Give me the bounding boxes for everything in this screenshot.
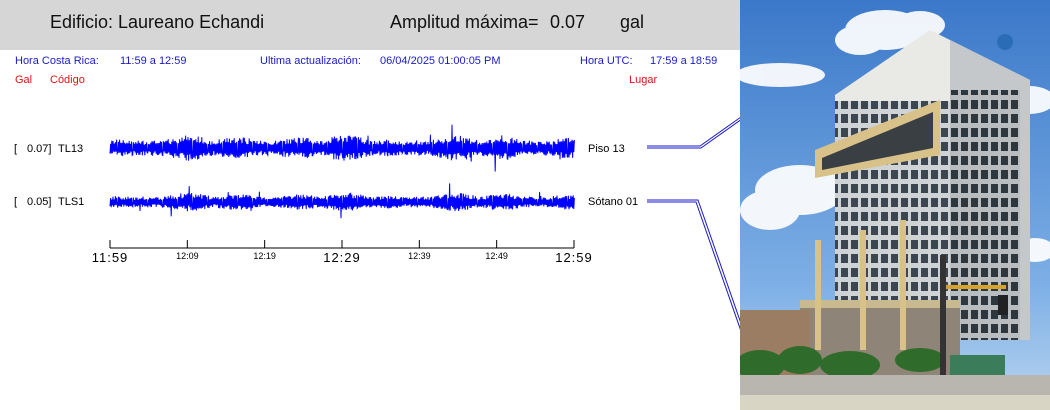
amplitude-value: 0.07 <box>550 12 586 32</box>
channel-1-place: Piso 13 <box>588 143 625 155</box>
seismic-trace-tls1 <box>109 183 575 219</box>
leader-line-piso-13-b <box>647 119 740 149</box>
channel-2-gal: 0.05] <box>27 196 52 208</box>
time-tick-label: 11:59 <box>91 250 129 265</box>
utc-time-label: Hora UTC: <box>580 55 633 67</box>
leader-line-sotano-01-b <box>647 201 740 330</box>
leader-line-sotano-01 <box>647 199 740 323</box>
cr-time-value: 11:59 a 12:59 <box>120 55 187 67</box>
time-tick-label: 12:59 <box>555 250 593 265</box>
channel-2-code: TLS1 <box>58 196 85 208</box>
seismic-trace-tl13 <box>109 124 575 172</box>
time-tick-label: 12:19 <box>253 251 276 261</box>
update-label: Ultima actualización: <box>260 55 361 67</box>
time-tick-label: 12:49 <box>485 251 508 261</box>
leader-line-piso-13 <box>647 117 740 147</box>
column-gal: Gal <box>15 74 33 86</box>
building-title: Edificio: Laureano Echandi <box>50 12 265 32</box>
time-tick-label: 12:39 <box>408 251 431 261</box>
update-value: 06/04/2025 01:00:05 PM <box>380 55 501 67</box>
seismogram-panel <box>109 117 740 330</box>
channel-1-gal: 0.07] <box>27 143 52 155</box>
amplitude-unit: gal <box>620 12 645 32</box>
channel-2-bracket: [ <box>14 196 18 208</box>
column-code: Código <box>50 74 85 86</box>
channel-1-code: TL13 <box>58 143 84 155</box>
cr-time-label: Hora Costa Rica: <box>15 55 99 67</box>
amplitude-label: Amplitud máxima= <box>390 12 539 32</box>
time-tick-label: 12:09 <box>176 251 199 261</box>
utc-time-value: 17:59 a 18:59 <box>650 55 718 67</box>
channel-1-bracket: [ <box>14 143 18 155</box>
building-photo <box>740 0 1050 410</box>
building-logo-icon <box>997 34 1013 50</box>
channel-2-place: Sótano 01 <box>588 196 639 208</box>
column-place: Lugar <box>629 74 658 86</box>
time-tick-label: 12:29 <box>323 250 361 265</box>
header-bar: Edificio: Laureano Echandi Amplitud máxi… <box>0 0 740 50</box>
time-axis-ticks <box>109 240 575 248</box>
